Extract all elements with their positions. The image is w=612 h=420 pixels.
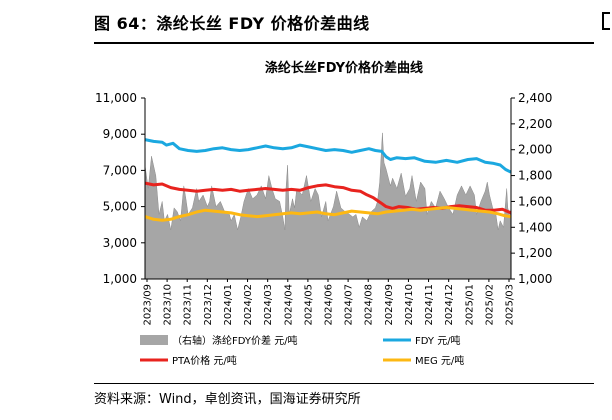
figure-title: 图 64：涤纶长丝 FDY 价格价差曲线 [94,14,370,33]
left-axis-tick-label: 5,000 [103,200,137,214]
legend-item-fdy-spread-label: （右轴）涤纶FDY价差 元/吨 [172,334,298,347]
x-axis-tick-label: 2024/11 [424,284,435,326]
title-divider [94,42,594,44]
source-note: 资料来源：Wind，卓创资讯，国海证券研究所 [94,392,361,407]
right-axis-tick-label: 1,200 [518,246,552,260]
right-axis-tick-label: 2,200 [518,117,552,131]
x-axis-tick-label: 2025/01 [464,284,475,326]
left-axis-tick-label: 1,000 [103,272,137,286]
x-axis-tick-label: 2025/02 [484,284,495,326]
edge-bracket-mark [602,12,610,30]
right-axis-tick-label: 1,000 [518,272,552,286]
x-axis-tick-label: 2024/12 [444,284,455,326]
legend-item-pta-label: PTA价格 元/吨 [172,354,237,367]
x-axis-tick-label: 2023/09 [143,284,154,326]
right-axis-tick-label: 1,600 [518,194,552,208]
x-axis-tick-label: 2024/09 [384,284,395,326]
series-line-fdy [144,138,512,174]
right-axis-tick-label: 1,800 [518,169,552,183]
chart-title: 涤纶长丝FDY价格价差曲线 [264,61,424,76]
right-axis-tick-label: 2,400 [518,91,552,105]
x-axis-tick-label: 2024/07 [344,284,355,326]
legend-item-fdy-label: FDY 元/吨 [415,334,461,347]
x-axis-tick-label: 2024/04 [283,284,294,326]
right-axis-tick-label: 1,400 [518,220,552,234]
x-axis-tick-label: 2025/03 [505,284,516,326]
x-axis-tick-label: 2024/08 [364,284,375,326]
legend-item-meg-label: MEG 元/吨 [415,354,464,367]
x-axis-tick-label: 2024/10 [404,284,415,326]
series-line-meg [144,206,512,222]
x-axis-tick-label: 2024/01 [223,284,234,326]
left-axis-tick-label: 3,000 [103,236,137,250]
x-axis-tick-label: 2023/12 [203,284,214,326]
figure-header: 图 64：涤纶长丝 FDY 价格价差曲线 [94,10,612,38]
left-axis-tick-label: 9,000 [103,127,137,141]
x-axis-tick-label: 2024/03 [263,284,274,326]
left-axis-tick-label: 11,000 [95,91,137,105]
x-axis-tick-label: 2023/11 [183,284,194,326]
series-area-fdy-spread [144,132,512,280]
x-axis-tick-label: 2023/10 [163,284,174,326]
x-axis-tick-label: 2024/02 [243,284,254,326]
left-axis-tick-label: 7,000 [103,163,137,177]
source-divider [94,383,594,384]
x-axis-tick-label: 2024/05 [303,284,314,326]
x-axis-tick-label: 2024/06 [324,284,335,326]
legend-item-fdy-spread-swatch [140,335,168,345]
right-axis-tick-label: 2,000 [518,143,552,157]
